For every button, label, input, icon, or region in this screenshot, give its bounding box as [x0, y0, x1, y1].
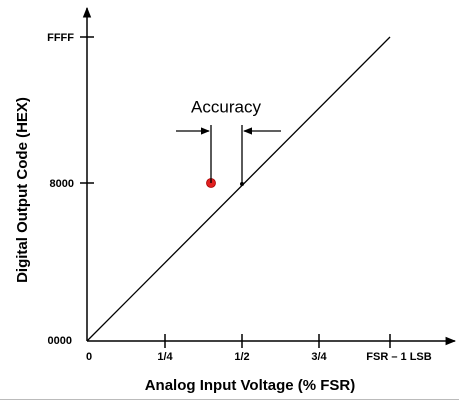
transfer-line: [86, 36, 391, 342]
y-tick-label: 8000: [50, 178, 74, 190]
y-tick-label: 0000: [48, 335, 72, 347]
y-tick-label: FFFF: [47, 32, 74, 44]
x-tick-label: 1/2: [234, 351, 249, 363]
annotation: Accuracy: [191, 97, 261, 116]
x-tick-label: FSR – 1 LSB: [366, 351, 431, 363]
x-tick-label: 0: [86, 351, 92, 363]
ideal-point: [240, 182, 244, 186]
x-tick-label: 1/4: [157, 351, 173, 363]
x-axis-title: Analog Input Voltage (% FSR): [145, 377, 356, 394]
y-axis-title: Digital Output Code (HEX): [14, 97, 31, 283]
x-tick-label: 3/4: [311, 351, 327, 363]
